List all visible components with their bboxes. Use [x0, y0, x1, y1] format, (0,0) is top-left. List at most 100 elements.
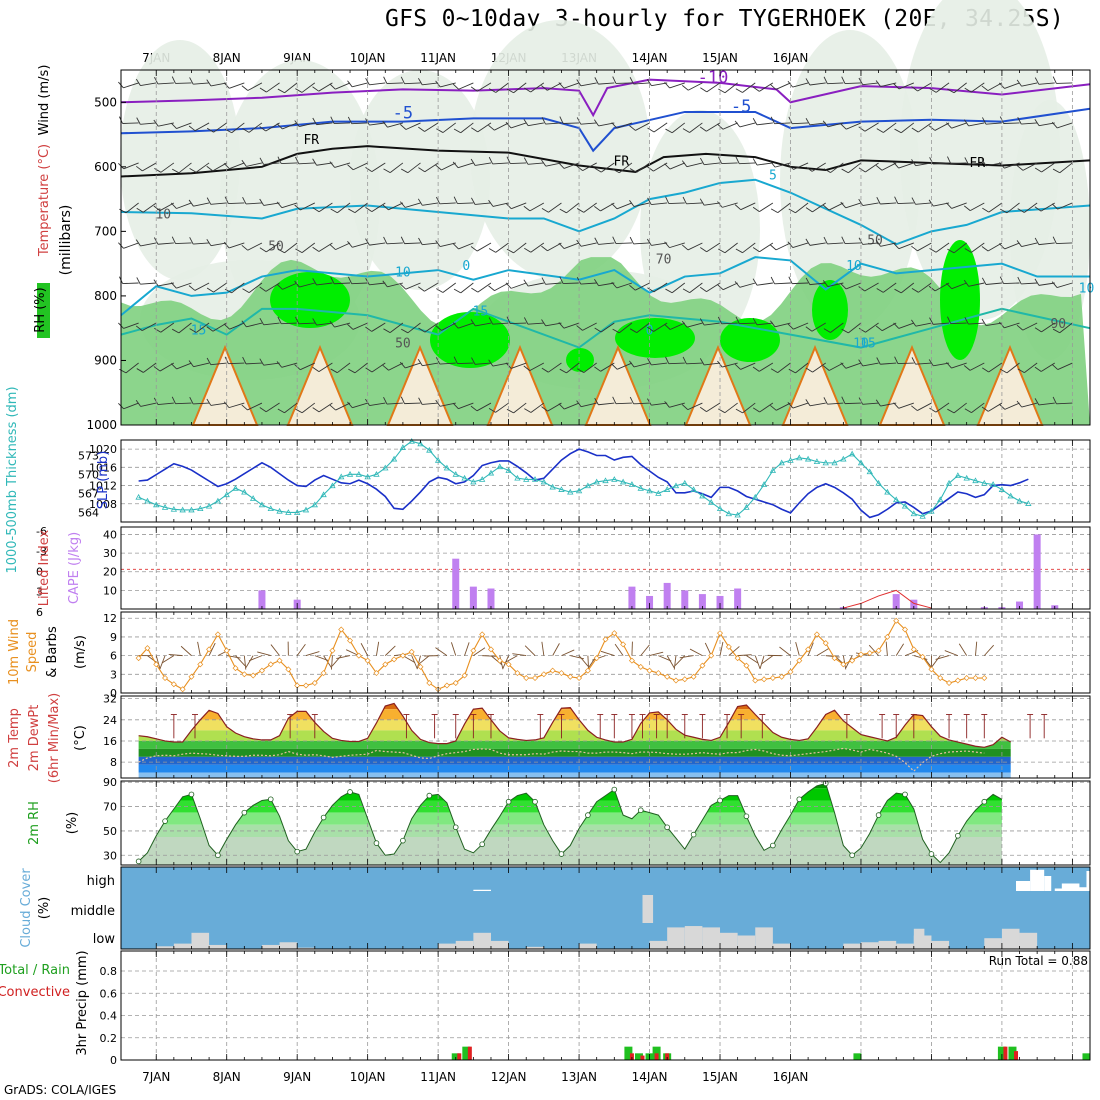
- wind-barb: [505, 282, 527, 289]
- wind-barb: [330, 202, 351, 214]
- wind-barb: [558, 82, 580, 89]
- thickness-point: [161, 504, 169, 510]
- wind-barb: [259, 198, 280, 206]
- rh-point: [690, 831, 697, 838]
- wind-barb: [664, 322, 685, 330]
- wind-barb: [471, 122, 492, 133]
- thickness-point: [681, 479, 688, 486]
- thickness-point: [179, 506, 186, 513]
- wind-barb: [717, 156, 738, 165]
- wind-barb: [277, 402, 298, 414]
- thickness-point: [294, 509, 301, 515]
- wind-barb: [594, 322, 615, 333]
- wind-barb: [612, 162, 633, 174]
- slp-tick-label: 1008: [89, 498, 117, 511]
- wind-barb: [752, 317, 773, 326]
- cape-bar: [892, 594, 900, 609]
- wind-barb: [276, 361, 298, 368]
- contour-label: 50: [268, 240, 284, 255]
- wind-speed-point: [611, 630, 618, 637]
- temp-band: [138, 756, 1011, 765]
- thickness-point: [690, 486, 697, 492]
- wind-barb: [752, 202, 774, 212]
- y-tick-label: 600: [94, 160, 117, 174]
- high-cloud-bar: [1016, 881, 1031, 891]
- wind-barb: [259, 317, 280, 326]
- wind-barb: [523, 362, 545, 372]
- thickness-point: [954, 472, 962, 478]
- wind-barb: [981, 277, 1002, 285]
- footer-credit: GrADS: COLA/IGES: [4, 1083, 117, 1097]
- wind-barb: [471, 357, 492, 365]
- wind-barb: [717, 316, 738, 325]
- wind-barb: [1051, 362, 1073, 370]
- wind-barb: [383, 76, 403, 85]
- thickness-point: [1025, 500, 1032, 506]
- surface-wind-barb: [161, 655, 175, 664]
- wind-barb: [453, 122, 474, 134]
- rh-point: [241, 809, 248, 816]
- surface-wind-barb: [704, 642, 712, 656]
- contour-label: 10: [846, 259, 862, 274]
- li-tick-label: 0: [36, 565, 43, 578]
- wind-barb: [506, 82, 527, 94]
- thickness-point: [373, 471, 380, 477]
- wind-barb: [1051, 202, 1073, 210]
- wind-barb: [964, 242, 985, 253]
- wind-speed-point: [470, 647, 477, 654]
- wind-barb: [1016, 79, 1038, 87]
- wind-speed-point: [364, 657, 371, 664]
- wind-speed-point: [822, 640, 829, 647]
- wind-barb: [911, 319, 932, 327]
- wind-barb: [981, 159, 1002, 167]
- wind-barb: [963, 279, 985, 287]
- thickness-point: [813, 458, 821, 465]
- wind-speed-point: [972, 675, 979, 682]
- temp-tick-label: 8: [110, 756, 117, 769]
- wind-barb: [399, 201, 421, 208]
- wind-barb: [700, 82, 721, 93]
- y-tick-label: 700: [94, 224, 117, 238]
- middle-cloud-bar: [642, 895, 654, 923]
- wind-barb: [947, 242, 967, 254]
- precip-total-bar: [1082, 1053, 1091, 1060]
- wind-barb: [154, 322, 175, 333]
- wind-barb: [312, 202, 333, 213]
- wind-speed-point: [946, 680, 953, 687]
- wind-tick-label: 6: [110, 650, 117, 663]
- isotherm-minus10-line: [120, 78, 1091, 118]
- wind-barb: [682, 82, 703, 91]
- thickness-point: [232, 484, 239, 491]
- wind-barb: [295, 242, 316, 254]
- cape-tick-label: 10: [103, 584, 117, 597]
- wind-barb: [312, 158, 333, 166]
- wind-barb: [470, 319, 492, 327]
- rh-units-label: (%): [65, 812, 80, 835]
- wind-barb: [470, 82, 492, 92]
- wind-barb: [382, 202, 404, 211]
- wind-barb: [893, 82, 914, 90]
- wind-label: Wind (m/s): [37, 65, 52, 136]
- wind-barb: [911, 197, 932, 205]
- wind-barb: [752, 402, 774, 413]
- thickness-point: [981, 479, 988, 486]
- precip-total-bar: [462, 1046, 471, 1060]
- surface-wind-barb: [464, 642, 470, 656]
- wind-barb: [911, 82, 932, 92]
- low-cloud-bar: [931, 940, 950, 949]
- y-tick-label: 1000: [86, 418, 117, 432]
- rh-panel-frame: [120, 780, 1091, 866]
- cloud-panel-frame: [120, 866, 1091, 950]
- wind-barb: [347, 276, 368, 285]
- wind-barb: [400, 76, 421, 85]
- wind-barb: [576, 239, 597, 247]
- wind-speed-point: [637, 663, 644, 670]
- wind-barb: [840, 122, 862, 130]
- wind-barb: [312, 318, 333, 326]
- run-total-label: Run Total = 0.88: [989, 954, 1088, 968]
- wind-barb: [735, 242, 756, 254]
- wind-barb: [276, 122, 298, 130]
- wind-barb: [805, 162, 826, 172]
- li-tick-label: -6: [36, 525, 47, 538]
- thickness-point: [1016, 497, 1023, 504]
